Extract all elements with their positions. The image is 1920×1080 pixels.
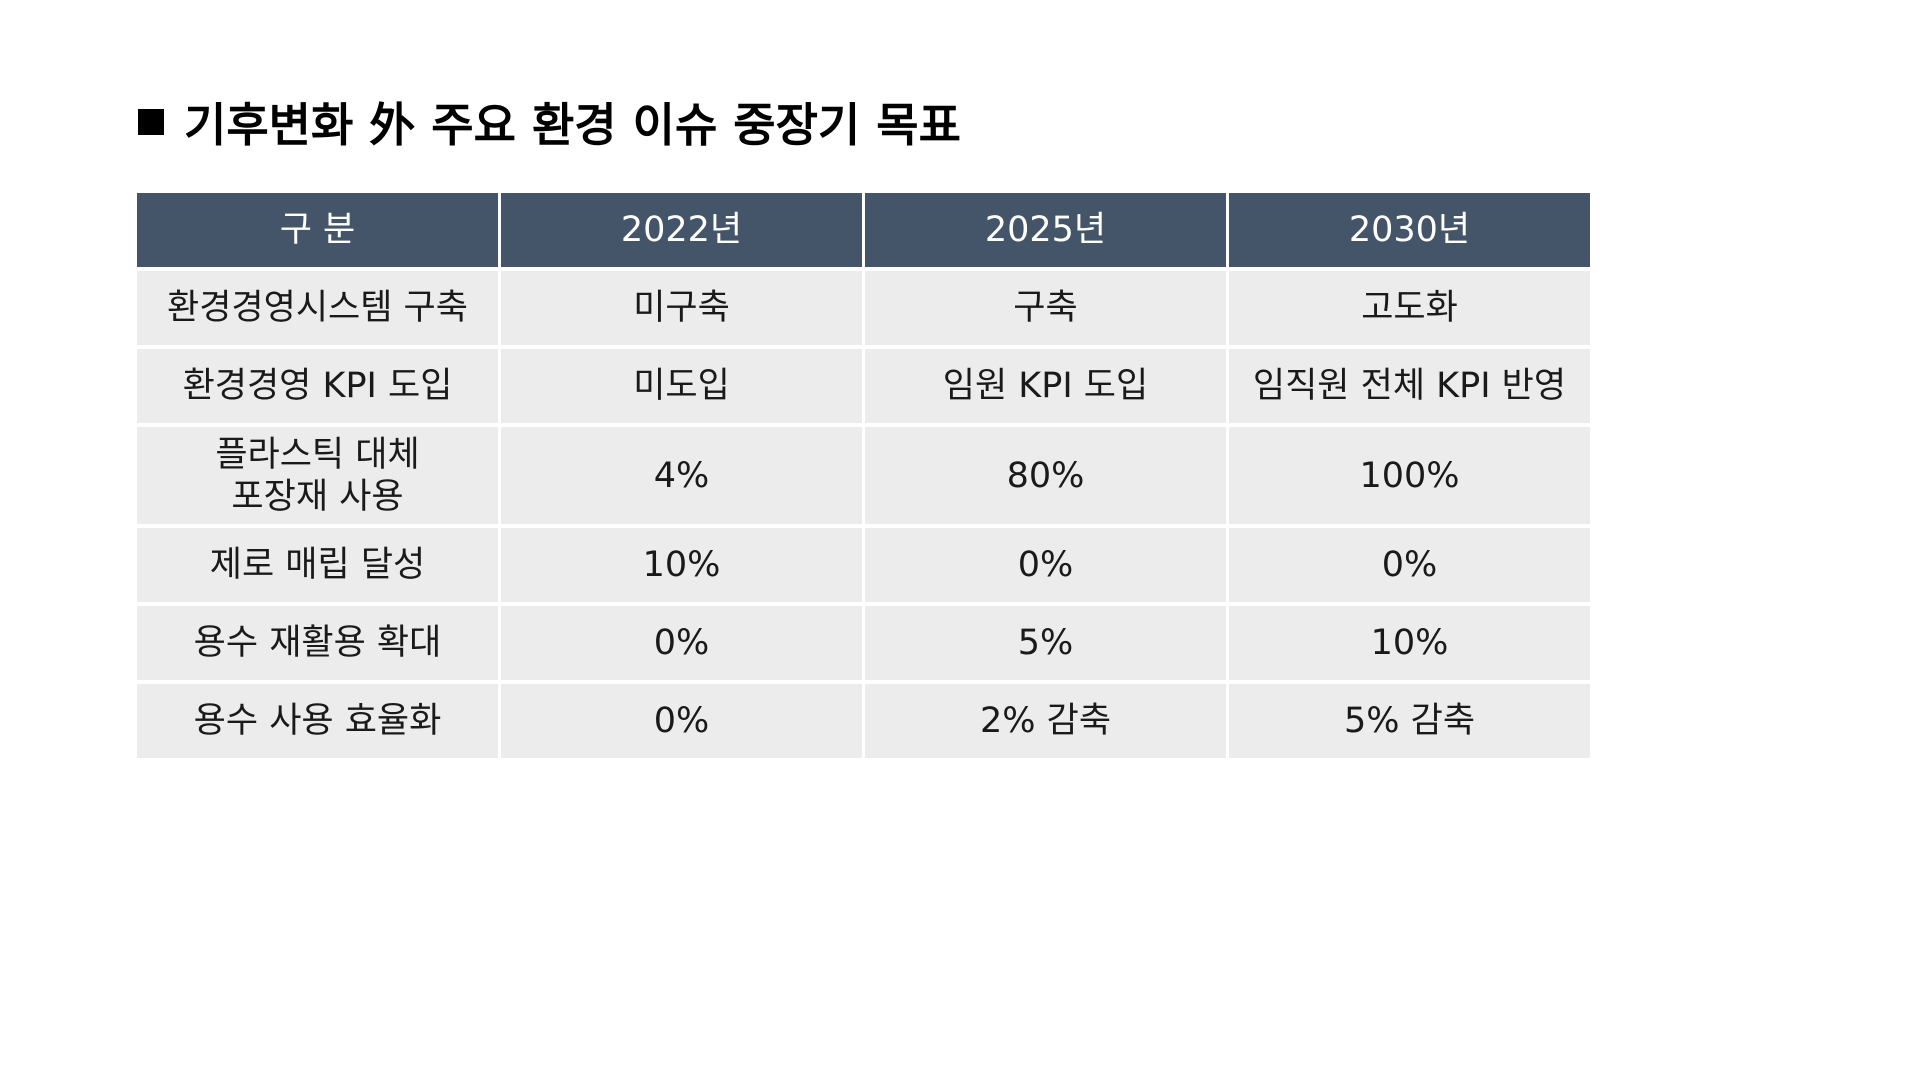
row-label-ems: 환경경영시스템 구축 xyxy=(137,271,498,345)
table-cell: 미도입 xyxy=(501,349,862,423)
table-cell: 구축 xyxy=(865,271,1226,345)
table-cell: 5% 감축 xyxy=(1229,684,1590,758)
table-cell: 0% xyxy=(1229,528,1590,602)
table-header-category: 구 분 xyxy=(137,193,498,267)
table-cell: 임원 KPI 도입 xyxy=(865,349,1226,423)
square-bullet-icon xyxy=(138,109,164,135)
table-header-2030: 2030년 xyxy=(1229,193,1590,267)
table-cell: 0% xyxy=(501,684,862,758)
row-label-plastic: 플라스틱 대체 포장재 사용 xyxy=(137,427,498,524)
table-cell: 0% xyxy=(501,606,862,680)
page-title: 기후변화 外 주요 환경 이슈 중장기 목표 xyxy=(138,92,961,152)
table-cell: 미구축 xyxy=(501,271,862,345)
table-cell: 임직원 전체 KPI 반영 xyxy=(1229,349,1590,423)
table-cell: 5% xyxy=(865,606,1226,680)
row-label-zero-landfill: 제로 매립 달성 xyxy=(137,528,498,602)
row-label-water-efficiency: 용수 사용 효율화 xyxy=(137,684,498,758)
row-label-water-recycling: 용수 재활용 확대 xyxy=(137,606,498,680)
goals-table: 구 분 2022년 2025년 2030년 환경경영시스템 구축 미구축 구축 … xyxy=(137,193,1590,758)
table-cell: 10% xyxy=(1229,606,1590,680)
row-label-kpi: 환경경영 KPI 도입 xyxy=(137,349,498,423)
table-header-2025: 2025년 xyxy=(865,193,1226,267)
table-cell: 고도화 xyxy=(1229,271,1590,345)
table-cell: 4% xyxy=(501,427,862,524)
page-title-text: 기후변화 外 주요 환경 이슈 중장기 목표 xyxy=(184,98,961,152)
table-cell: 2% 감축 xyxy=(865,684,1226,758)
table-header-2022: 2022년 xyxy=(501,193,862,267)
table-cell: 10% xyxy=(501,528,862,602)
table-cell: 0% xyxy=(865,528,1226,602)
table-cell: 100% xyxy=(1229,427,1590,524)
table-cell: 80% xyxy=(865,427,1226,524)
